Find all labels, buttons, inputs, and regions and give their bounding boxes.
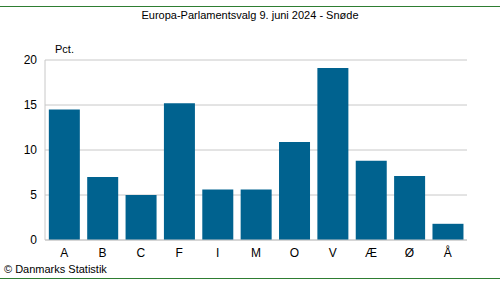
svg-text:C: C bbox=[137, 246, 146, 260]
svg-text:I: I bbox=[216, 246, 219, 260]
svg-text:Å: Å bbox=[444, 245, 452, 260]
svg-text:F: F bbox=[176, 246, 183, 260]
svg-text:Ø: Ø bbox=[405, 246, 414, 260]
svg-text:M: M bbox=[251, 246, 261, 260]
svg-text:B: B bbox=[99, 246, 107, 260]
svg-text:15: 15 bbox=[24, 98, 38, 112]
svg-text:V: V bbox=[329, 246, 337, 260]
html-text:Pct.: Pct. bbox=[55, 43, 74, 55]
svg-text:5: 5 bbox=[30, 188, 37, 202]
html-text:© Danmarks Statistik: © Danmarks Statistik bbox=[4, 263, 107, 275]
html-text:Europa-Parlamentsvalg 9. juni: Europa-Parlamentsvalg 9. juni 2024 - Snø… bbox=[141, 9, 359, 21]
svg-text:0: 0 bbox=[30, 233, 37, 247]
svg-text:20: 20 bbox=[24, 53, 38, 67]
svg-text:O: O bbox=[290, 246, 299, 260]
svg-text:A: A bbox=[60, 246, 68, 260]
svg-text:10: 10 bbox=[24, 143, 38, 157]
svg-text:Æ: Æ bbox=[365, 246, 377, 260]
